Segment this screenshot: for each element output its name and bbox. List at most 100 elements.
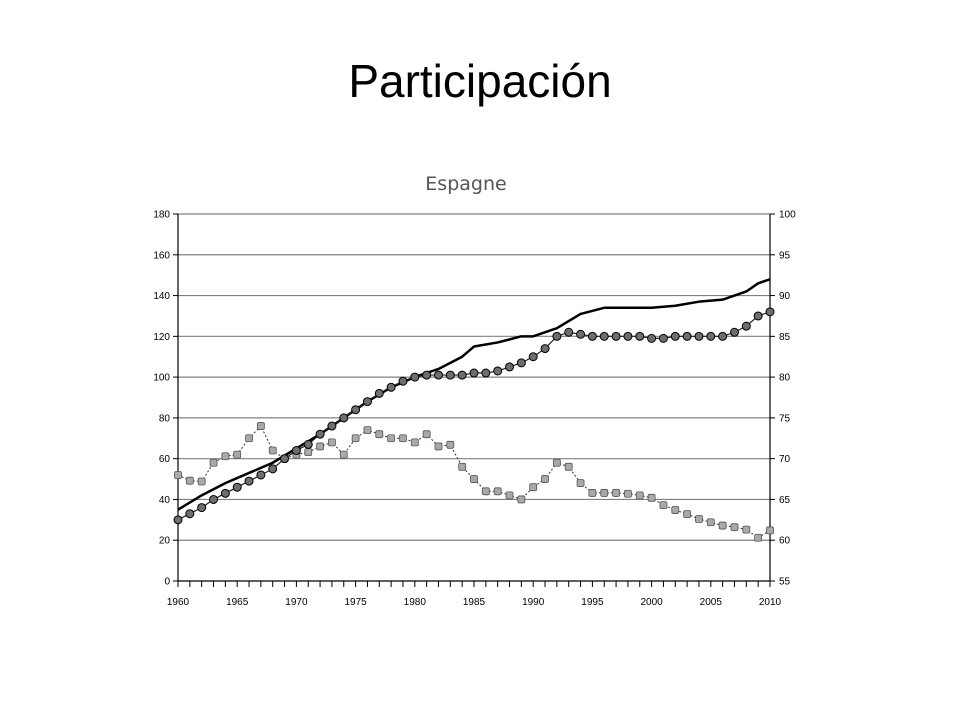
circle-marker (268, 464, 278, 474)
y-right-tick-label: 80 (779, 373, 791, 384)
x-tick-label: 1970 (285, 597, 308, 608)
circle-marker (611, 331, 621, 341)
square-marker (185, 476, 194, 485)
x-tick-label: 1975 (344, 597, 367, 608)
circle-marker (635, 331, 645, 341)
x-tick-label: 1995 (581, 597, 604, 608)
y-left-tick-label: 0 (164, 577, 170, 588)
circle-marker (694, 331, 704, 341)
circle-marker (291, 446, 301, 456)
square-marker (233, 450, 242, 459)
x-tick-label: 1980 (404, 597, 427, 608)
square-marker (695, 515, 703, 523)
square-marker (316, 442, 324, 451)
series-solid-line (177, 278, 771, 511)
y-left-tick-label: 120 (153, 332, 170, 343)
circle-marker (599, 331, 609, 341)
circle-marker (587, 331, 597, 341)
square-marker (268, 446, 277, 455)
x-tick-label: 1965 (226, 597, 249, 608)
circle-marker (718, 331, 728, 341)
square-marker (446, 440, 455, 449)
x-tick-label: 2010 (759, 597, 782, 608)
circle-marker (280, 454, 290, 464)
square-marker (375, 430, 384, 439)
square-marker (422, 430, 431, 439)
circle-marker (564, 327, 574, 337)
circle-marker (315, 429, 325, 439)
square-marker (647, 493, 656, 502)
circle-marker (209, 494, 219, 504)
circle-marker (540, 344, 550, 354)
circle-marker (493, 366, 503, 376)
square-marker (458, 462, 467, 471)
y-right-tick-label: 65 (779, 495, 791, 506)
y-left-tick-label: 40 (159, 495, 171, 506)
y-right-tick-label: 55 (779, 577, 791, 588)
square-marker (576, 479, 585, 488)
y-left-tick-label: 20 (159, 536, 171, 547)
circle-marker (505, 362, 515, 372)
x-tick-label: 1990 (522, 597, 545, 608)
square-marker (624, 489, 632, 498)
y-left-tick-label: 60 (159, 454, 171, 465)
square-marker (481, 487, 490, 496)
circle-marker (457, 370, 467, 380)
circle-marker (339, 413, 349, 423)
square-marker (256, 422, 265, 430)
x-tick-label: 1985 (463, 597, 486, 608)
square-marker (541, 475, 549, 483)
square-marker (754, 533, 763, 542)
square-marker (245, 434, 253, 443)
square-marker (706, 518, 715, 527)
circle-marker (197, 503, 207, 513)
y-left-tick-label: 160 (153, 250, 170, 261)
square-marker (434, 442, 443, 451)
circle-marker (682, 331, 692, 341)
square-marker (363, 426, 372, 435)
square-marker (517, 495, 526, 504)
circle-marker (374, 388, 384, 398)
circle-marker (256, 470, 266, 480)
square-marker (197, 477, 206, 486)
square-marker (564, 462, 573, 471)
square-marker (659, 501, 668, 510)
circle-marker (706, 331, 716, 341)
circle-marker (173, 515, 183, 525)
square-marker (399, 434, 407, 443)
y-right-tick-label: 70 (779, 454, 791, 465)
square-marker (387, 434, 396, 443)
circle-marker (552, 331, 562, 341)
circle-marker (623, 331, 633, 341)
y-right-tick-label: 75 (779, 413, 791, 424)
y-right-tick-label: 85 (779, 332, 791, 343)
square-marker (410, 438, 419, 447)
circle-marker (185, 509, 195, 519)
circle-marker (469, 368, 479, 378)
square-marker (730, 523, 739, 532)
circle-marker (729, 327, 739, 337)
chart-title: Espagne (425, 173, 506, 195)
circle-marker (741, 321, 751, 331)
square-marker (221, 452, 230, 461)
circle-marker (232, 482, 242, 492)
circle-marker (303, 439, 313, 449)
circle-marker (410, 372, 420, 382)
square-marker (505, 491, 514, 500)
circle-marker (647, 333, 657, 343)
square-marker (612, 489, 620, 497)
circle-marker (422, 370, 432, 380)
slide-title: Participación (348, 55, 612, 107)
y-right-tick-label: 60 (779, 536, 791, 547)
square-marker (718, 521, 727, 530)
y-left-tick-label: 140 (153, 291, 170, 302)
square-marker (328, 438, 336, 447)
circle-marker (244, 476, 254, 486)
square-marker (529, 483, 538, 492)
circle-marker (576, 329, 586, 339)
square-marker (635, 491, 644, 500)
circle-marker (528, 352, 538, 362)
circle-marker (658, 333, 668, 343)
circle-marker (445, 370, 455, 380)
y-left-tick-label: 100 (153, 373, 170, 384)
